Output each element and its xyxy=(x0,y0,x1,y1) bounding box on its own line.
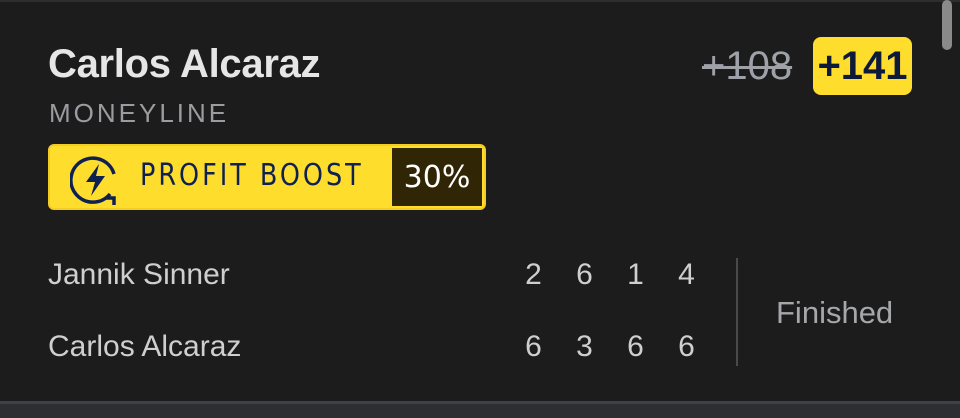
selection-title: Carlos Alcaraz xyxy=(48,42,321,86)
set-score: 6 xyxy=(525,330,542,363)
divider xyxy=(736,258,738,366)
set-scores: 6 3 6 6 xyxy=(508,330,712,364)
scrollbar[interactable] xyxy=(942,0,952,50)
profit-boost-label: PROFIT BOOST xyxy=(140,158,364,193)
set-score: 3 xyxy=(576,330,593,363)
boost-percent: 30% xyxy=(392,148,482,206)
market-label: MONEYLINE xyxy=(49,98,230,128)
set-score: 6 xyxy=(627,330,644,363)
lightning-boost-icon xyxy=(70,156,116,205)
top-border xyxy=(0,0,960,2)
set-scores: 2 6 1 4 xyxy=(508,258,712,292)
set-score: 2 xyxy=(525,258,542,291)
boosted-odds-button[interactable]: +141 xyxy=(813,37,912,95)
set-score: 6 xyxy=(678,330,695,363)
player-name: Jannik Sinner xyxy=(48,258,230,291)
original-odds: +108 xyxy=(702,44,793,88)
match-status: Finished xyxy=(776,295,894,330)
set-score: 1 xyxy=(627,258,644,291)
bottom-panel xyxy=(0,401,960,418)
player-name: Carlos Alcaraz xyxy=(48,330,242,363)
set-score: 6 xyxy=(576,258,593,291)
profit-boost-badge: PROFIT BOOST 30% xyxy=(48,144,486,210)
set-score: 4 xyxy=(678,258,695,291)
